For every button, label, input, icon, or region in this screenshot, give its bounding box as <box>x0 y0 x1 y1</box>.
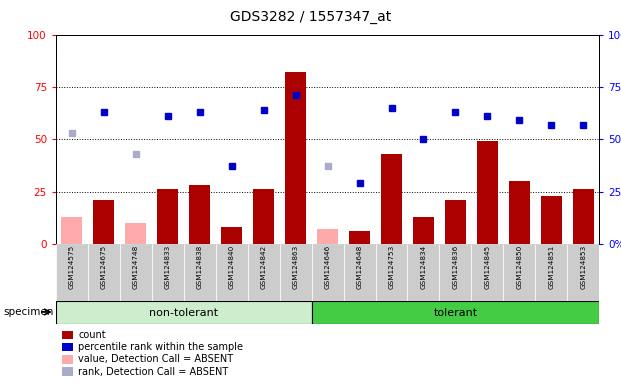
Text: specimen: specimen <box>3 307 53 317</box>
Text: GSM124840: GSM124840 <box>229 245 235 289</box>
Bar <box>157 189 178 244</box>
Bar <box>349 231 370 244</box>
FancyBboxPatch shape <box>440 244 471 301</box>
FancyBboxPatch shape <box>471 244 504 301</box>
Text: GSM124648: GSM124648 <box>356 245 363 289</box>
FancyBboxPatch shape <box>504 244 535 301</box>
Text: tolerant: tolerant <box>433 308 478 318</box>
Text: percentile rank within the sample: percentile rank within the sample <box>78 342 243 352</box>
FancyBboxPatch shape <box>376 244 407 301</box>
Bar <box>477 141 498 244</box>
FancyBboxPatch shape <box>568 244 599 301</box>
Text: GDS3282 / 1557347_at: GDS3282 / 1557347_at <box>230 10 391 23</box>
Text: GSM124851: GSM124851 <box>548 245 555 289</box>
Bar <box>445 200 466 244</box>
Bar <box>189 185 210 244</box>
Text: GSM124853: GSM124853 <box>580 245 586 289</box>
Text: GSM124753: GSM124753 <box>389 245 394 289</box>
Text: rank, Detection Call = ABSENT: rank, Detection Call = ABSENT <box>78 367 229 377</box>
Text: GSM124850: GSM124850 <box>516 245 522 289</box>
Bar <box>381 154 402 244</box>
Bar <box>573 189 594 244</box>
Bar <box>285 72 306 244</box>
Text: GSM124748: GSM124748 <box>133 245 139 289</box>
FancyBboxPatch shape <box>248 244 279 301</box>
Text: GSM124836: GSM124836 <box>453 245 458 289</box>
Bar <box>221 227 242 244</box>
FancyBboxPatch shape <box>184 244 215 301</box>
FancyBboxPatch shape <box>407 244 440 301</box>
Bar <box>93 200 114 244</box>
Bar <box>125 223 146 244</box>
Text: GSM124838: GSM124838 <box>197 245 202 289</box>
FancyBboxPatch shape <box>312 301 599 324</box>
FancyBboxPatch shape <box>56 244 88 301</box>
Text: GSM124646: GSM124646 <box>325 245 330 289</box>
FancyBboxPatch shape <box>343 244 376 301</box>
FancyBboxPatch shape <box>535 244 568 301</box>
Text: value, Detection Call = ABSENT: value, Detection Call = ABSENT <box>78 354 233 364</box>
Bar <box>317 229 338 244</box>
Bar <box>413 217 434 244</box>
Text: GSM124834: GSM124834 <box>420 245 427 289</box>
Bar <box>541 196 562 244</box>
Text: GSM124675: GSM124675 <box>101 245 107 289</box>
FancyBboxPatch shape <box>312 244 343 301</box>
FancyBboxPatch shape <box>120 244 152 301</box>
Text: non-tolerant: non-tolerant <box>149 308 219 318</box>
FancyBboxPatch shape <box>215 244 248 301</box>
Bar <box>253 189 274 244</box>
Text: GSM124845: GSM124845 <box>484 245 491 289</box>
Bar <box>509 181 530 244</box>
Text: count: count <box>78 330 106 340</box>
Text: GSM124833: GSM124833 <box>165 245 171 289</box>
FancyBboxPatch shape <box>152 244 184 301</box>
Bar <box>61 217 82 244</box>
FancyBboxPatch shape <box>88 244 120 301</box>
FancyBboxPatch shape <box>56 301 312 324</box>
Text: GSM124842: GSM124842 <box>261 245 266 289</box>
FancyBboxPatch shape <box>279 244 312 301</box>
Text: GSM124863: GSM124863 <box>292 245 299 289</box>
Text: GSM124575: GSM124575 <box>69 245 75 289</box>
